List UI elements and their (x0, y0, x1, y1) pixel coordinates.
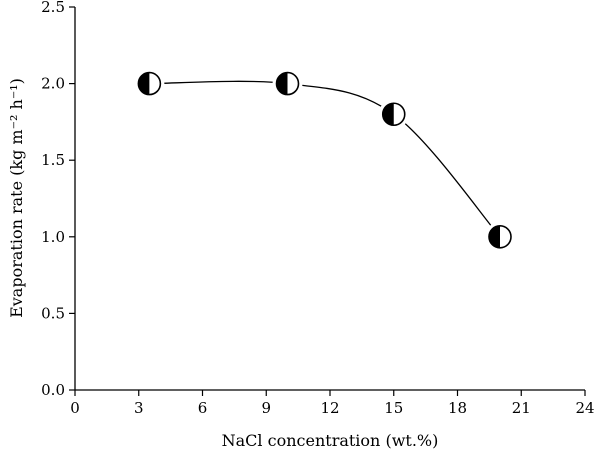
data-point (137, 71, 162, 96)
y-tick-label: 2.0 (41, 75, 65, 93)
data-point-half-fill (138, 72, 150, 95)
x-ticks: 0 3 6 9 12 15 18 21 24 (70, 390, 595, 417)
x-tick-label: 6 (198, 399, 208, 417)
data-point (488, 225, 512, 249)
y-tick-label: 0.5 (41, 304, 65, 322)
x-tick-label: 0 (70, 399, 80, 417)
data-point-half-fill (382, 103, 394, 126)
data-point (275, 71, 300, 96)
series-curves (149, 80, 501, 238)
x-tick-label: 9 (261, 399, 271, 417)
x-axis-title: NaCl concentration (wt.%) (222, 431, 439, 450)
x-tick-label: 3 (134, 399, 144, 417)
y-tick-label: 0.0 (41, 381, 65, 399)
y-tick-label: 1.0 (41, 228, 65, 246)
x-tick-label: 18 (448, 399, 467, 417)
data-point (381, 102, 406, 127)
y-tick-label: 2.5 (41, 0, 65, 16)
y-ticks: 0.0 0.5 1.0 1.5 2.0 2.5 (41, 0, 75, 399)
axes (74, 7, 585, 391)
series-markers (134, 68, 515, 252)
data-point-half-fill (276, 72, 288, 95)
x-tick-label: 15 (384, 399, 403, 417)
x-tick-label: 12 (320, 399, 339, 417)
series-line (149, 80, 501, 238)
y-axis-title: Evaporation rate (kg m⁻² h⁻¹) (7, 78, 26, 318)
data-point-half-fill (489, 225, 500, 248)
y-tick-label: 1.5 (41, 151, 65, 169)
x-tick-label: 21 (512, 399, 531, 417)
x-tick-label: 24 (575, 399, 594, 417)
